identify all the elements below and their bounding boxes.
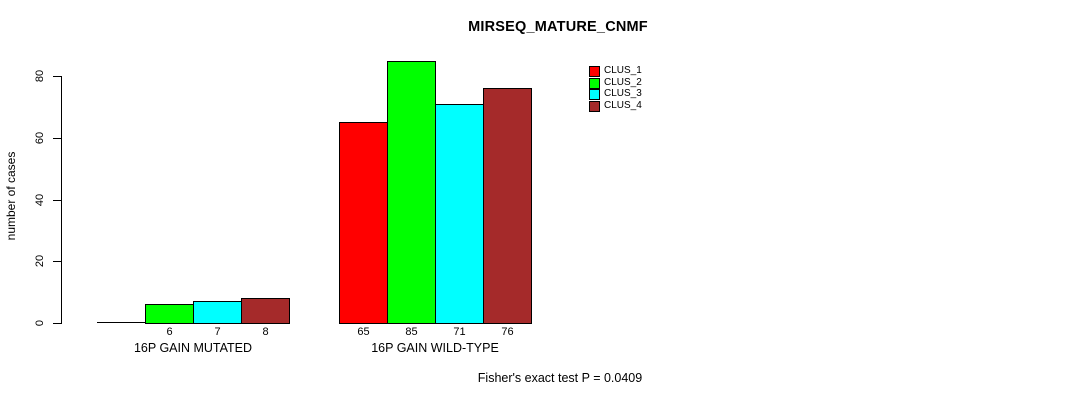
- bar-value-label: 85: [405, 326, 418, 338]
- y-axis-line: [61, 76, 62, 324]
- legend-color-swatch: [589, 77, 600, 89]
- y-axis-tick: [53, 137, 61, 139]
- y-axis-tick: [53, 261, 61, 263]
- bar-clus_3-group2: [435, 104, 484, 324]
- legend-label: CLUS_4: [604, 100, 642, 111]
- legend-item-clus_1: CLUS_1: [589, 65, 642, 77]
- y-axis-tick-label: 60: [34, 131, 46, 144]
- legend-label: CLUS_2: [604, 77, 642, 88]
- bar-value-label: 6: [166, 326, 173, 338]
- fisher-test-annotation: Fisher's exact test P = 0.0409: [477, 371, 643, 385]
- bar-value-label: 7: [214, 326, 221, 338]
- chart-title: MIRSEQ_MATURE_CNMF: [468, 19, 648, 35]
- legend-label: CLUS_3: [604, 88, 642, 99]
- legend-item-clus_2: CLUS_2: [589, 77, 642, 89]
- y-axis-tick-label: 40: [34, 193, 46, 206]
- y-axis-tick: [53, 323, 61, 324]
- y-axis-title: number of cases: [4, 151, 18, 241]
- y-axis-tick-label: 80: [34, 69, 46, 83]
- y-axis-tick-label: 0: [34, 319, 46, 327]
- legend-item-clus_4: CLUS_4: [589, 100, 642, 112]
- bar-clus_2-group2: [387, 61, 436, 324]
- legend-color-swatch: [589, 65, 600, 77]
- legend-color-swatch: [589, 100, 600, 112]
- bar-value-label: 71: [453, 326, 466, 338]
- bar-clus_2-group1: [145, 304, 194, 324]
- y-axis-tick: [53, 199, 61, 201]
- legend-color-swatch: [589, 88, 600, 100]
- category-label-group2: 16P GAIN WILD-TYPE: [371, 341, 499, 355]
- bar-clus_1-group1-zero: [97, 322, 146, 323]
- bar-clus_4-group1: [241, 298, 290, 324]
- legend-label: CLUS_1: [604, 65, 642, 76]
- bar-clus_1-group2: [339, 122, 388, 324]
- legend-item-clus_3: CLUS_3: [589, 88, 642, 100]
- bar-clus_3-group1: [193, 301, 242, 324]
- category-label-group1: 16P GAIN MUTATED: [133, 341, 253, 355]
- y-axis-tick: [53, 76, 61, 77]
- bar-value-label: 76: [501, 326, 514, 338]
- bar-value-label: 8: [262, 326, 269, 338]
- y-axis-tick-label: 20: [34, 255, 46, 268]
- bar-value-label: 65: [357, 326, 370, 338]
- bar-clus_4-group2: [483, 88, 532, 324]
